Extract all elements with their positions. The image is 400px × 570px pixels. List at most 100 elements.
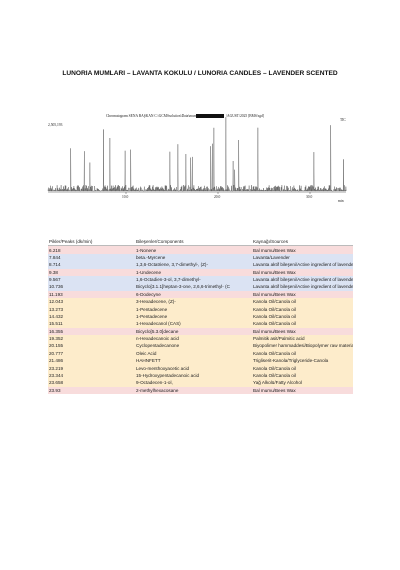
cell-peak: 7.844 — [49, 254, 61, 260]
cell-component: Oleic Acid — [136, 350, 157, 356]
table-row: 6.218 1-Nonene Bal mumu/Bees Wax — [48, 245, 353, 254]
cell-source: Kanola Oil/Canola oil — [253, 313, 296, 319]
cell-peak: 23.658 — [49, 380, 64, 386]
cell-peak: 8.714 — [49, 262, 61, 268]
cell-component: 1-Hexadecanol (CAS) — [136, 321, 181, 327]
trace-label: TIC — [340, 118, 346, 122]
x-unit: min — [338, 199, 344, 203]
cell-component: Levo-menthoxyacetic acid — [136, 365, 190, 371]
cell-source: Lavanta aktif bileşeni/Active ingredient… — [253, 277, 353, 283]
x-label: 30.0 — [306, 195, 312, 199]
cell-component: beta.-Myrcene — [136, 254, 166, 260]
y-max-label: 2,505,193 — [48, 123, 63, 128]
cell-component: 1-Pentadecene — [136, 306, 168, 312]
cell-source: Bal mumu/Bees Wax — [253, 247, 296, 253]
cell-source: Kanola Oil/Canola oil — [253, 372, 296, 378]
cell-source: Trigliserit-Kanola/Triglyceride-Canola — [253, 358, 329, 364]
cell-peak: 12.043 — [49, 299, 64, 305]
cell-peak: 23.219 — [49, 365, 64, 371]
cell-component: 6-Dodecyne — [136, 291, 161, 297]
table-row: 8.714 1,3,6-Octatriene, 3,7-dimethyl-, (Z… — [48, 261, 353, 269]
x-label: 10.0 — [122, 195, 128, 199]
cell-component: 1-Undecene — [136, 269, 162, 275]
table-row: 23.344 15-Hydroxypentadecanoic acid Kanola… — [48, 371, 353, 380]
table-row: 13.273 1-Pentadecene Kanola Oil/Canola oil — [48, 305, 353, 313]
column-header: Kaynağı/Sources — [252, 238, 353, 247]
cell-component: 1-Nonene — [136, 247, 157, 253]
cell-peak: 21.486 — [49, 358, 64, 364]
cell-component: Cyclopentadecanone — [136, 343, 180, 349]
cell-peak: 20.777 — [49, 350, 64, 356]
page-title: LUNORIA MUMLARI – LAVANTA KOKULU / LUNOR… — [62, 70, 338, 77]
table-row: 14.432 1-Pentadecene Kanola Oil/Canola oil — [48, 312, 353, 321]
cell-source: Yağ Alkolü/Fatty Alcohol — [253, 380, 302, 386]
cell-peak: 11.193 — [49, 291, 63, 297]
cell-source: Bal mumu/Bees Wax — [253, 387, 296, 393]
cell-component: Bicyclo[5.3.0]decane — [136, 328, 179, 334]
table-row: 10.736 Bicyclo[3.1.1]heptan-3-one, 2,6,6-… — [48, 283, 353, 291]
chromatogram: Chromatogram SENA BAŞKAN C:\GCMSsolution… — [47, 114, 347, 203]
table-row: 11.193 6-Dodecyne Bal mumu/Bees Wax — [48, 290, 353, 298]
cell-peak: 14.432 — [49, 313, 64, 319]
table-row: 23.219 Levo-menthoxyacetic acid Kanola Oil… — [48, 364, 353, 372]
cell-component: 1,6-Octadien-3-ol, 3,7-dimethyl- — [136, 277, 201, 283]
cell-source: Kanola Oil/Canola oil — [253, 365, 296, 371]
cell-source: Lavanta aktif bileşeni/Active ingredient… — [253, 262, 353, 268]
table-row: 9.567 1,6-Octadien-3-ol, 3,7-dimethyl- Lav… — [48, 275, 353, 284]
trace — [47, 117, 347, 192]
cell-peak: 20.155 — [49, 343, 64, 349]
table-row: 23.93 2-methylhexacosane Bal mumu/Bees Wax — [48, 386, 353, 394]
cell-component: Bicyclo[3.1.1]heptan-3-one, 2,6,6-trimet… — [136, 284, 230, 290]
column-header: Pikler/Peaks (dk/min) — [48, 238, 135, 247]
table-row: 12.043 3-Hexadecene, (Z)- Kanola Oil/Canol… — [48, 298, 353, 306]
table-row: 21.486 HAHNFETT Trigliserit-Kanola/Triglyc… — [48, 357, 353, 365]
x-labels: 10.0 20.0 30.0 min — [122, 192, 344, 203]
cell-source: Lavanta/Lavender — [253, 254, 290, 260]
column-header: Bileşenler/Components — [135, 238, 252, 247]
cell-source: Kanola Oil/Canola oil — [253, 321, 296, 327]
cell-source: Kanola Oil/Canola oil — [253, 350, 296, 356]
table-row: 20.777 Oleic Acid Kanola Oil/Canola oil — [48, 349, 353, 357]
cell-source: Kanola Oil/Canola oil — [253, 306, 296, 312]
cell-peak: 19.352 — [49, 336, 64, 342]
cell-component: 2-methylhexacosane — [136, 387, 179, 393]
cell-component: 15-Hydroxypentadecanoic acid — [136, 372, 200, 378]
cell-peak: 23.93 — [49, 387, 61, 393]
cell-component: 1,3,6-Octatriene, 3,7-dimethyl-, (Z)- — [136, 262, 208, 268]
chromatogram-caption: Chromatogram SENA BAŞKAN C:\GCMSsolution… — [106, 114, 198, 118]
cell-source: Bal mumu/Bees Wax — [253, 291, 296, 297]
cell-peak: 13.273 — [49, 306, 64, 312]
cell-component: n-Hexadecanoic acid — [136, 336, 179, 342]
table-row: 7.844 beta.-Myrcene Lavanta/Lavender — [48, 253, 353, 262]
table-row: 19.352 n-Hexadecanoic acid Palmitik asit/P… — [48, 334, 353, 343]
x-label: 20.0 — [214, 195, 220, 199]
cell-peak: 9.567 — [49, 277, 61, 283]
table-body: 6.218 1-Nonene Bal mumu/Bees Wax 7.844 beta.… — [48, 245, 353, 394]
table-row: 16.355 Bicyclo[5.3.0]decane Bal mumu/Bees … — [48, 327, 353, 335]
table-row: 23.658 9-Octadecen-1-ol, Yağ Alkolü/Fatty … — [48, 379, 353, 387]
cell-source: Palmitik asit/Palmitic acid — [253, 336, 305, 342]
cell-source: Bal mumu/Bees Wax — [253, 269, 296, 275]
table-header: Pikler/Peaks (dk/min) Bileşenler/Componen… — [48, 238, 353, 247]
cell-peak: 10.736 — [49, 284, 64, 290]
cell-peak: 16.355 — [49, 328, 64, 334]
cell-peak: 6.218 — [49, 247, 61, 253]
cell-source: Lavanta aktif bileşeni/Active ingredient… — [253, 284, 353, 290]
cell-peak: 15.511 — [49, 321, 63, 327]
cell-source: Biyopolimer hammaddesi/Biopolymer raw ma… — [253, 343, 353, 349]
cell-component: 1-Pentadecene — [136, 313, 168, 319]
cell-component: HAHNFETT — [136, 358, 161, 364]
table-row: 15.511 1-Hexadecanol (CAS) Kanola Oil/Cano… — [48, 320, 353, 328]
redaction — [196, 114, 224, 118]
table-row: 20.155 Cyclopentadecanone Biyopolimer hamm… — [48, 342, 353, 350]
cell-peak: 23.344 — [49, 372, 64, 378]
chromatogram-date: /AGUST/2025 [BMS/sgd] — [226, 114, 264, 118]
cell-component: 3-Hexadecene, (Z)- — [136, 299, 176, 305]
trace-line — [47, 117, 347, 192]
cell-peak: 9.38 — [49, 269, 58, 275]
components-table: Pikler/Peaks (dk/min) Bileşenler/Componen… — [48, 238, 353, 394]
cell-component: 9-Octadecen-1-ol, — [136, 380, 173, 386]
cell-source: Bal mumu/Bees Wax — [253, 328, 296, 334]
table-row: 9.38 1-Undecene Bal mumu/Bees Wax — [48, 268, 353, 276]
